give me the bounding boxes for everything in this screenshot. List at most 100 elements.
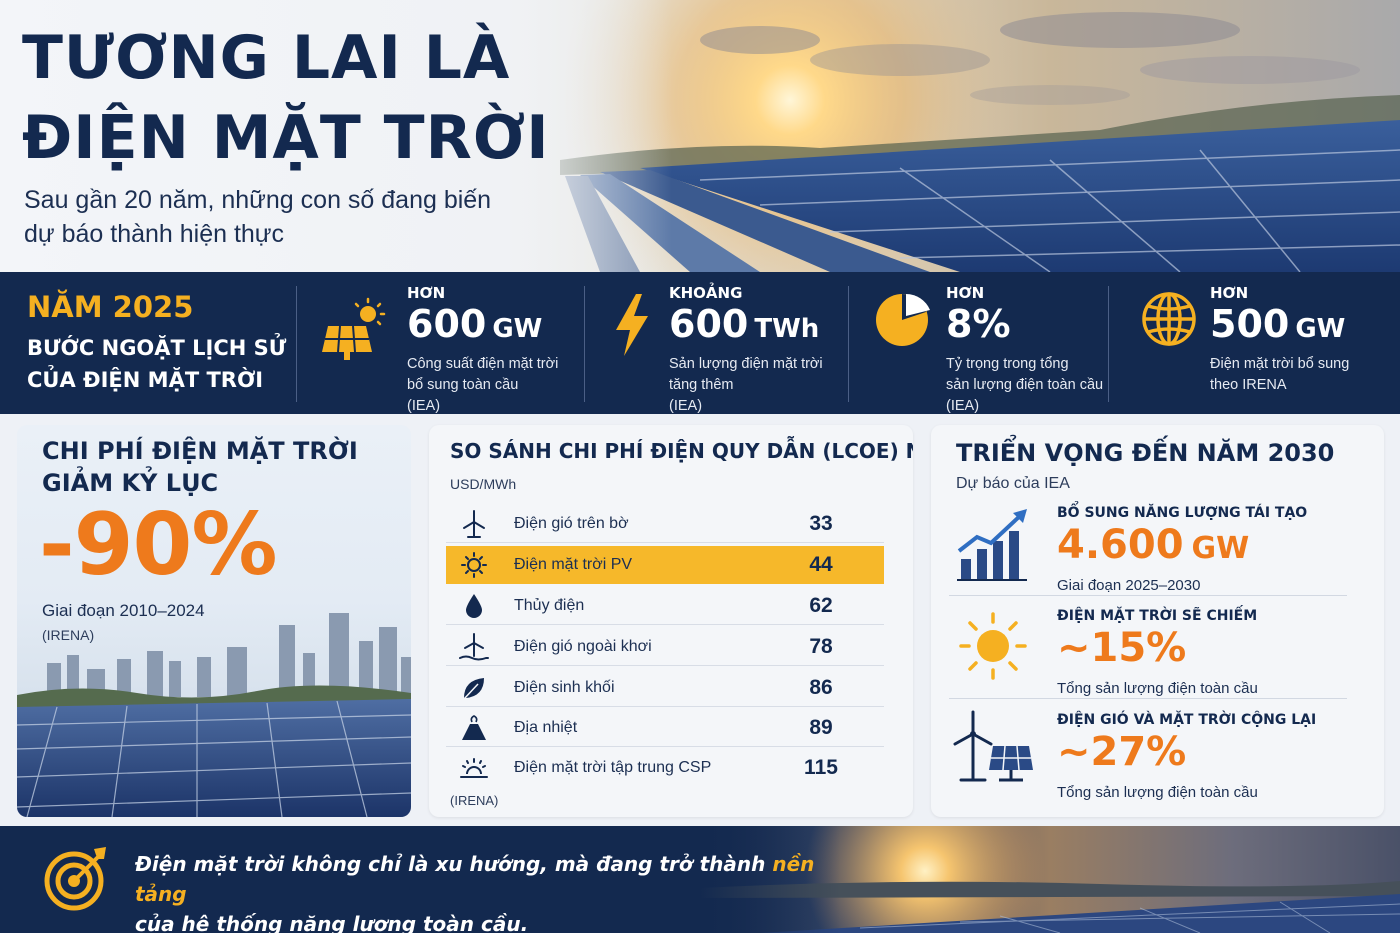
- outlook-title: TRIỂN VỌNG ĐẾN NĂM 2030: [956, 439, 1335, 467]
- footer-banner: Điện mặt trời không chỉ là xu hướng, mà …: [0, 826, 1400, 933]
- stat-unit: TWh: [754, 314, 820, 344]
- cost-card: CHI PHÍ ĐIỆN MẶT TRỜI GIẢM KỶ LỤC: [17, 425, 411, 817]
- outlook-number: ~27%: [1057, 729, 1187, 775]
- stat-number: 600: [669, 302, 749, 346]
- cost-period: Giai đoạn 2010–2024: [42, 601, 205, 620]
- leaf-icon: [463, 678, 484, 700]
- outlook-card: TRIỂN VỌNG ĐẾN NĂM 2030 Dự báo của IEA B…: [931, 425, 1384, 817]
- stat-desc: bổ sung toàn cầu: [407, 377, 519, 393]
- lcoe-title: SO SÁNH CHI PHÍ ĐIỆN QUY DẪN (LCOE) NĂM …: [450, 439, 913, 463]
- outlook-subtitle: Dự báo của IEA: [956, 475, 1070, 492]
- lcoe-card: SO SÁNH CHI PHÍ ĐIỆN QUY DẪN (LCOE) NĂM …: [429, 425, 913, 817]
- stat-source: (IEA): [946, 398, 980, 414]
- table-row: Thủy điện 62: [446, 587, 884, 625]
- page-subtitle: Sau gần 20 năm, những con số đang biến d…: [24, 183, 564, 251]
- wind-turbine-icon: [463, 510, 485, 538]
- divider: [949, 595, 1347, 596]
- stat-desc: theo IRENA: [1210, 377, 1287, 393]
- wind-solar-icon: [953, 710, 1033, 782]
- row-label: Điện gió ngoài khơi: [514, 638, 652, 655]
- stat-prefix: HƠN: [407, 284, 446, 302]
- row-label: Điện mặt trời tập trung CSP: [514, 759, 712, 776]
- stat-unit: GW: [1295, 314, 1346, 344]
- stat-source: (IEA): [669, 398, 703, 414]
- lightning-icon: [616, 294, 648, 356]
- lcoe-source: (IRENA): [450, 793, 499, 808]
- hero-banner: TƯƠNG LAI LÀ ĐIỆN MẶT TRỜI Sau gần 20 nă…: [0, 0, 1400, 272]
- table-row: Địa nhiệt 89: [446, 709, 884, 747]
- outlook-desc: Tổng sản lượng điện toàn cầu: [1057, 784, 1258, 801]
- row-value: 44: [809, 553, 833, 576]
- cost-card-title: CHI PHÍ ĐIỆN MẶT TRỜI GIẢM KỶ LỤC: [42, 435, 358, 499]
- outlook-label: ĐIỆN MẶT TRỜI SẼ CHIẾM: [1057, 608, 1258, 624]
- pie-chart-icon: [876, 294, 930, 346]
- stat-desc: Tỷ trọng trong tổng: [946, 356, 1069, 372]
- divider: [949, 698, 1347, 699]
- footer-text-b: của hệ thống năng lượng toàn cầu.: [135, 912, 529, 933]
- subtitle-line-1: Sau gần 20 năm, những con số đang biến: [24, 186, 492, 214]
- city-solar-image: [17, 613, 411, 817]
- offshore-wind-icon: [459, 633, 489, 661]
- row-value: 78: [809, 635, 833, 658]
- stat-prefix: KHOẢNG: [669, 284, 743, 302]
- lcoe-unit: USD/MWh: [450, 476, 517, 492]
- title-line-2: ĐIỆN MẶT TRỜI: [22, 103, 550, 173]
- row-value: 115: [804, 756, 838, 779]
- cost-reduction-value: -90%: [39, 495, 278, 595]
- stat-prefix: HƠN: [1210, 284, 1249, 302]
- table-row: Điện mặt trời tập trung CSP 115: [446, 749, 884, 787]
- stat-number: 500: [1210, 302, 1290, 346]
- solar-panel-icon: [322, 297, 386, 360]
- outlook-desc: Giai đoạn 2025–2030: [1057, 577, 1201, 594]
- row-label: Thủy điện: [514, 597, 585, 614]
- stat-desc: Điện mặt trời bổ sung: [1210, 356, 1350, 372]
- title-line-1: TƯƠNG LAI LÀ: [22, 23, 511, 93]
- year-block: NĂM 2025 BƯỚC NGOẶT LỊCH SỬ CỦA ĐIỆN MẶT…: [27, 290, 286, 396]
- stat-source: (IEA): [407, 398, 441, 414]
- sun-icon: [461, 552, 487, 578]
- year-title: NĂM 2025: [27, 290, 194, 324]
- row-value: 33: [809, 512, 833, 535]
- outlook-label: ĐIỆN GIÓ VÀ MẶT TRỜI CỘNG LẠI: [1057, 712, 1317, 728]
- divider: [296, 286, 297, 402]
- volcano-icon: [462, 715, 486, 740]
- row-label: Địa nhiệt: [514, 719, 578, 736]
- stat-desc: tăng thêm: [669, 377, 734, 393]
- sun-icon: [959, 612, 1027, 680]
- target-icon: [44, 847, 106, 911]
- stat-desc: Công suất điện mặt trời: [407, 356, 559, 372]
- footer-message: Điện mặt trời không chỉ là xu hướng, mà …: [135, 849, 855, 933]
- outlook-unit: GW: [1191, 531, 1250, 566]
- row-value: 86: [809, 676, 833, 699]
- sunrise-icon: [460, 758, 488, 778]
- stat-number: 600: [407, 302, 487, 346]
- table-row-highlight: Điện mặt trời PV 44: [446, 546, 884, 584]
- year-line-2: CỦA ĐIỆN MẶT TRỜI: [27, 368, 264, 392]
- globe-icon: [1142, 292, 1196, 346]
- row-label: Điện sinh khối: [514, 679, 615, 696]
- outlook-desc: Tổng sản lượng điện toàn cầu: [1057, 680, 1258, 697]
- year-line-1: BƯỚC NGOẶT LỊCH SỬ: [27, 336, 287, 360]
- divider: [584, 286, 585, 402]
- row-label: Điện gió trên bờ: [514, 515, 629, 532]
- row-value: 89: [809, 716, 833, 739]
- solar-farm-sunset-image: [0, 0, 1400, 272]
- subtitle-line-2: dự báo thành hiện thực: [24, 220, 285, 248]
- cost-source: (IRENA): [42, 627, 95, 643]
- water-drop-icon: [466, 594, 482, 618]
- divider: [848, 286, 849, 402]
- outlook-label: BỔ SUNG NĂNG LƯỢNG TÁI TẠO: [1057, 505, 1308, 521]
- footer-text-highlight: nền tảng: [135, 852, 815, 906]
- divider: [1108, 286, 1109, 402]
- page-title: TƯƠNG LAI LÀ ĐIỆN MẶT TRỜI: [22, 18, 550, 178]
- cost-title-line-1: CHI PHÍ ĐIỆN MẶT TRỜI: [42, 437, 358, 465]
- outlook-number: ~15%: [1057, 625, 1187, 671]
- footer-solar-image: [0, 826, 1400, 933]
- cost-title-line-2: GIẢM KỶ LỤC: [42, 469, 219, 497]
- stat-desc: Sản lượng điện mặt trời: [669, 356, 823, 372]
- stat-unit: GW: [492, 314, 543, 344]
- table-row: Điện sinh khối 86: [446, 669, 884, 707]
- table-row: Điện gió ngoài khơi 78: [446, 628, 884, 666]
- table-row: Điện gió trên bờ 33: [446, 505, 884, 543]
- stat-number: 8%: [946, 302, 1011, 346]
